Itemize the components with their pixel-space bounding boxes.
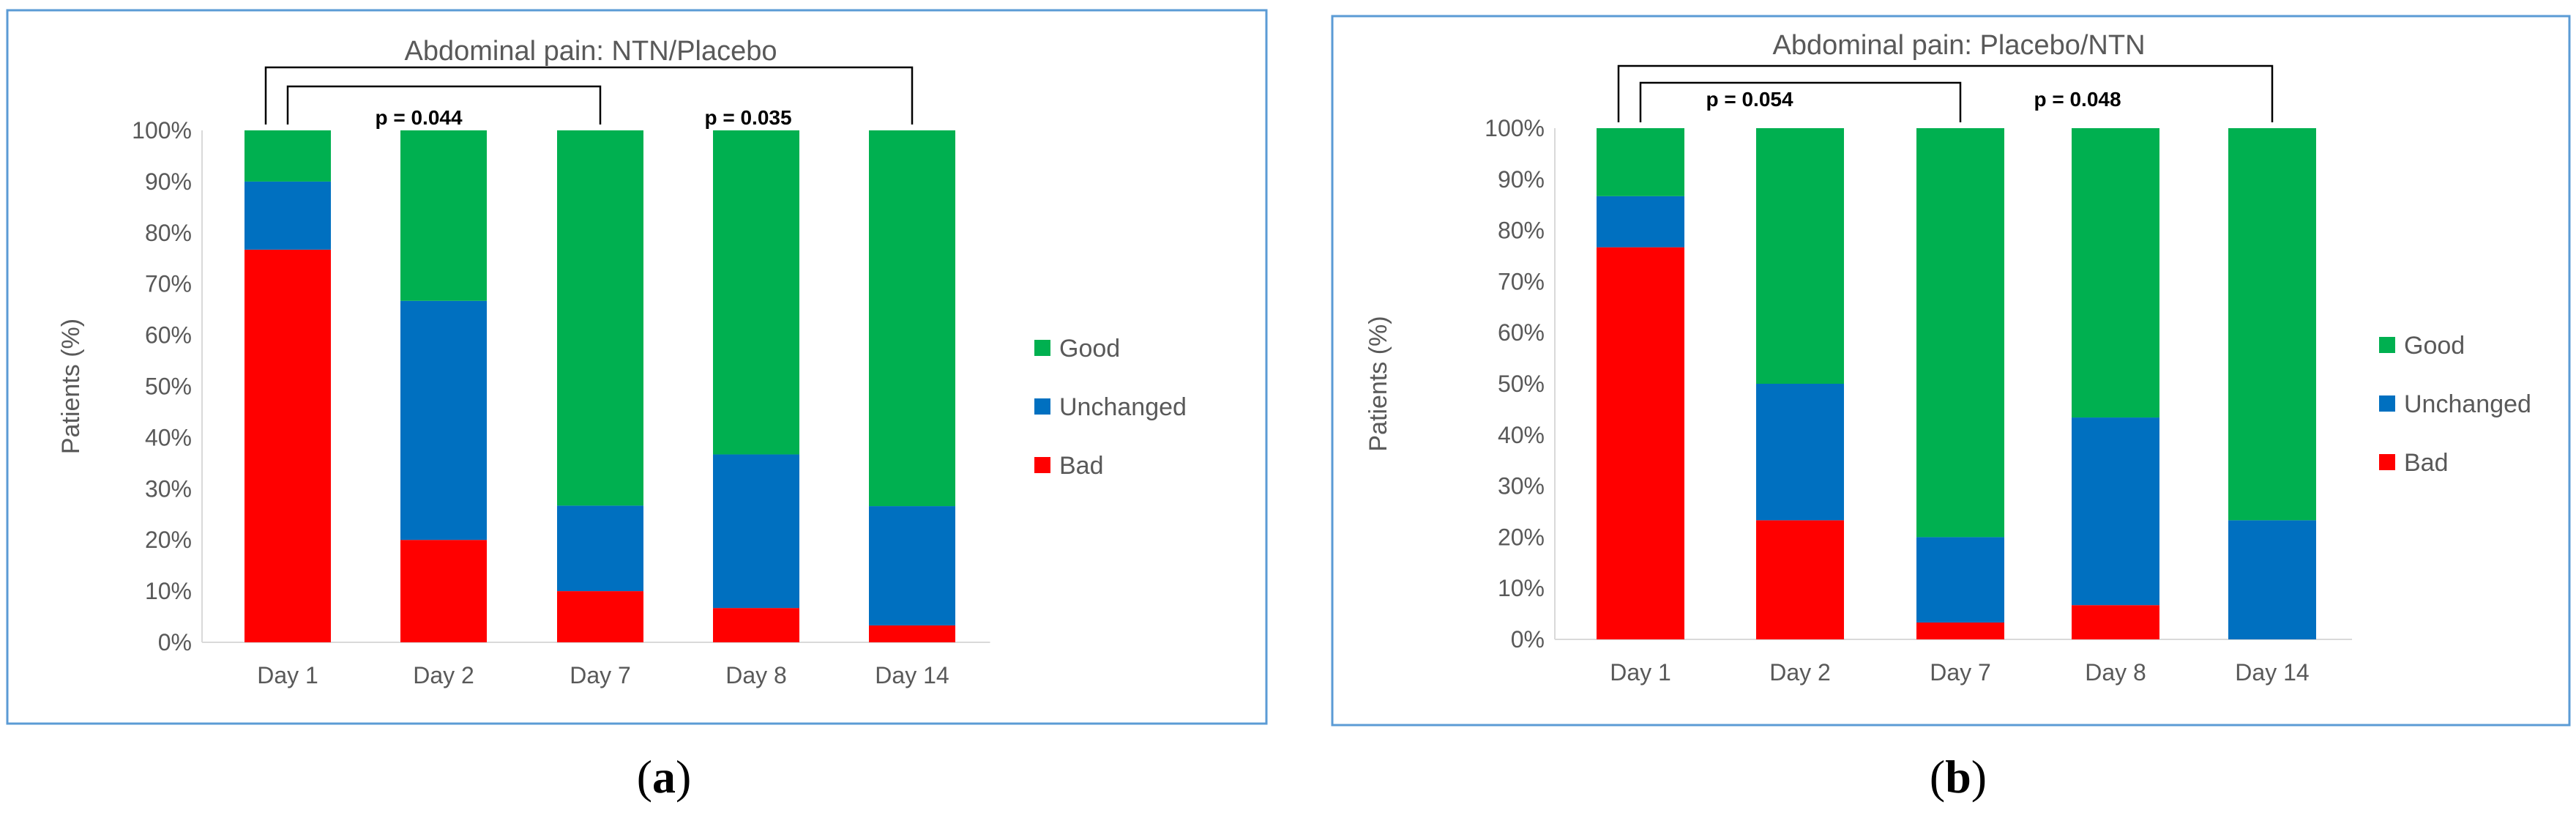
legend-label-unchanged: Unchanged [1059,393,1187,421]
bar-segment-good [244,130,331,182]
chart-title: Abdominal pain: NTN/Placebo [404,36,777,67]
x-tick-label: Day 7 [570,662,631,688]
x-tick-label: Day 8 [725,662,787,688]
chart-title: Abdominal pain: Placebo/NTN [1772,30,2145,61]
y-tick-label: 0% [1511,626,1545,653]
bar-segment-good [869,130,955,507]
y-tick-label: 10% [145,578,192,604]
bar-segment-unchanged [2228,520,2316,639]
y-tick-label: 60% [145,322,192,349]
bar-segment-unchanged [244,181,331,250]
y-tick-label: 60% [1498,319,1545,346]
legend-label-bad: Bad [2404,449,2449,477]
legend-label-good: Good [2404,332,2465,360]
x-tick-label: Day 1 [1610,659,1671,686]
bar-segment-good [2228,128,2316,521]
chart-panel-b: Abdominal pain: Placebo/NTN 0% 10% 20% 30% 40… [1331,15,2571,803]
legend-swatch-unchanged [1034,398,1050,415]
bar-segment-unchanged [2072,417,2159,606]
bar-segment-good [557,130,643,506]
bar-segment-bad [1597,247,1684,639]
bar-segment-unchanged [713,454,799,609]
bar-segment-good [2072,128,2159,418]
significance-bracket [1639,81,1962,122]
legend-label-bad: Bad [1059,452,1104,480]
legend-swatch-bad [1034,457,1050,473]
y-tick-label: 50% [145,374,192,400]
p-value-annotation: p = 0.048 [2034,88,2121,111]
bar-segment-bad [557,591,643,642]
y-tick-label: 80% [145,220,192,246]
p-value-annotation: p = 0.035 [704,106,791,129]
y-tick-label: 0% [158,629,192,655]
y-tick-label: 20% [1498,524,1545,550]
y-tick-label: 100% [1485,115,1545,141]
y-tick-label: 70% [1498,268,1545,294]
caption-label: b [1945,751,1971,803]
bar-segment-unchanged [1916,537,2004,623]
x-tick-label: Day 14 [2235,659,2309,686]
y-tick-label: 40% [145,424,192,450]
chart-panel-a: Abdominal pain: NTN/Placebo 0% 10% 20% 30% 40… [6,9,1268,803]
bar-segment-good [1756,128,1844,384]
caption-paren-close: ) [676,751,691,803]
legend-swatch-bad [2379,454,2395,470]
bar-segment-unchanged [1597,196,1684,248]
legend-label-good: Good [1059,335,1120,363]
legend-label-unchanged: Unchanged [2404,390,2531,418]
bar-segment-bad [1916,622,2004,639]
caption-label: a [652,751,676,803]
x-tick-label: Day 2 [1769,659,1831,686]
caption-paren-open: ( [637,751,652,803]
bar-segment-bad [713,608,799,642]
legend-swatch-good [2379,337,2395,353]
y-tick-label: 100% [132,117,192,144]
p-value-annotation: p = 0.044 [375,106,463,129]
panel-caption: (b) [1930,751,1987,803]
x-tick-label: Day 1 [257,662,318,688]
bar-segment-bad [869,625,955,642]
bar-segment-good [1916,128,2004,538]
y-axis-label: Patients (%) [57,319,85,454]
significance-bracket [1617,64,2274,122]
y-tick-label: 30% [145,475,192,502]
x-tick-label: Day 7 [1930,659,1991,686]
bar-segment-bad [2072,605,2159,639]
y-tick-label: 30% [1498,473,1545,499]
y-tick-label: 90% [1498,166,1545,193]
bar-segment-unchanged [400,300,487,541]
y-tick-label: 40% [1498,422,1545,448]
bar-segment-unchanged [1756,384,1844,521]
y-axis-label: Patients (%) [1364,316,1392,451]
y-tick-label: 70% [145,271,192,297]
significance-bracket [264,66,914,125]
y-tick-label: 90% [145,168,192,195]
caption-paren-open: ( [1930,751,1945,803]
y-tick-label: 20% [145,527,192,553]
x-tick-label: Day 14 [875,662,949,688]
bar-segment-bad [244,249,331,642]
x-tick-label: Day 8 [2085,659,2146,686]
bar-segment-good [400,130,487,301]
y-tick-label: 80% [1498,218,1545,244]
bar-segment-good [713,130,799,455]
legend-swatch-good [1034,340,1050,356]
bar-segment-bad [1756,520,1844,639]
legend-swatch-unchanged [2379,395,2395,412]
p-value-annotation: p = 0.054 [1706,88,1793,111]
x-tick-label: Day 2 [413,662,474,688]
caption-paren-close: ) [1971,751,1987,803]
bar-segment-good [1597,128,1684,196]
panel-caption: (a) [637,751,692,803]
bar-segment-bad [400,540,487,642]
significance-bracket [286,85,602,125]
y-tick-label: 50% [1498,371,1545,397]
bar-segment-unchanged [869,506,955,625]
bar-segment-unchanged [557,505,643,592]
y-tick-label: 10% [1498,575,1545,601]
